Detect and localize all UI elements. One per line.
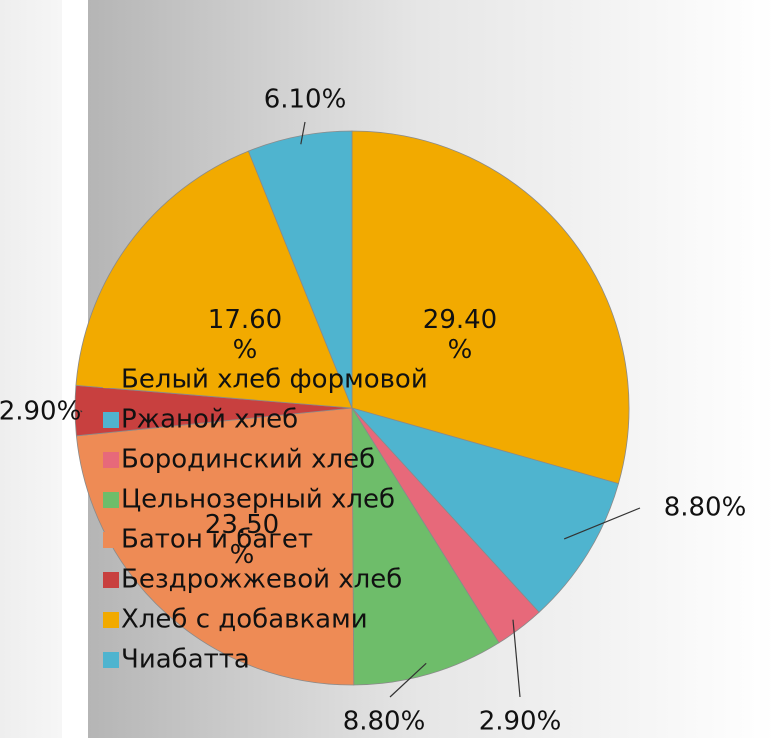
pie-slice [350,407,619,613]
legend-swatch [103,372,119,388]
data-label: 8.80% [343,707,426,737]
leader-line [512,619,521,698]
pie-slice [351,130,630,485]
pie-slice [247,130,353,409]
legend-swatch [103,492,119,508]
legend-label: Бездрожжевой хлеб [121,565,402,595]
leader-line [389,662,427,698]
legend-label: Белый хлеб формовой [121,365,428,395]
legend-label: Чиабатта [121,645,250,675]
legend-swatch [103,652,119,668]
data-label: 2.90% [479,707,562,737]
leader-line [300,121,306,145]
data-label: 23.50 % [204,510,280,570]
legend-label: Цельнозерный хлеб [121,485,395,515]
legend-swatch [103,452,119,468]
data-label: 2.90% [0,397,81,427]
legend-label: Ржаной хлеб [121,405,298,435]
pie-slice [75,150,353,409]
pie-slice [75,407,355,686]
leader-line [563,507,641,540]
legend-label: Батон и багет [121,525,313,555]
leader-line [80,410,83,413]
legend-swatch [103,412,119,428]
pie-slice [351,406,500,686]
data-label: 17.60 % [207,305,283,365]
data-label: 6.10% [264,85,347,115]
legend-label: Бородинский хлеб [121,445,375,475]
data-label: 8.80% [664,493,747,523]
legend-swatch [103,612,119,628]
legend-swatch [103,532,119,548]
legend-label: Хлеб с добавками [121,605,368,635]
legend-swatch [103,572,119,588]
data-label: 29.40 % [422,305,498,365]
